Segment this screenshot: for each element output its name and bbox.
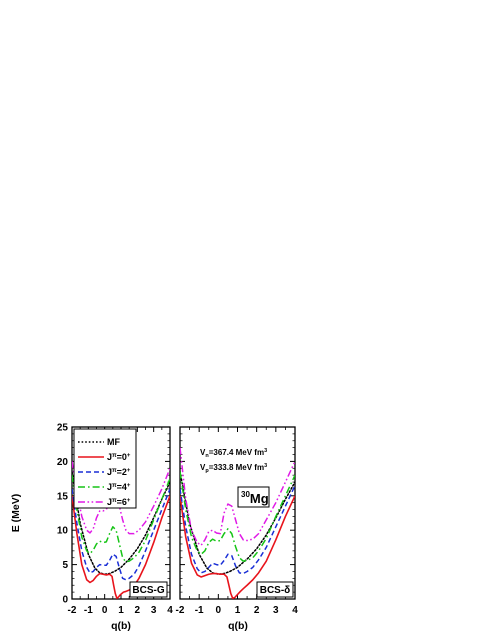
legend-box	[73, 428, 137, 509]
y-axis-title: E (MeV)	[10, 494, 22, 533]
right-x-tick-label: 3	[273, 605, 279, 616]
right-series-j6-line	[180, 447, 295, 547]
right-series-j2-line	[180, 485, 295, 575]
legend-label: MF	[107, 437, 120, 447]
left-series-mf-line	[72, 470, 170, 575]
left-x-tick-label: 4	[167, 605, 173, 616]
left-x-tick-label: 2	[135, 605, 141, 616]
left-method-label: BCS-G	[129, 581, 168, 598]
legend-label: Jπ=4+	[107, 482, 131, 492]
left-y-tick-label: 10	[57, 526, 69, 537]
right-x-tick-label: 0	[216, 605, 222, 616]
left-x-tick-label: 3	[151, 605, 157, 616]
left-series-j4-line	[72, 475, 170, 563]
legend-label: Jπ=6+	[107, 497, 131, 507]
right-x-tick-label: 4	[292, 605, 298, 616]
right-panel-curves	[180, 447, 295, 599]
right-x-tick-label: -1	[195, 605, 204, 616]
left-y-tick-label: 0	[62, 595, 68, 606]
right-x-tick-label: 1	[235, 605, 241, 616]
nucleus-label: 30Mg	[237, 486, 270, 508]
vp-annotation: Vp=333.8 MeV fm3	[200, 463, 267, 474]
left-series-j2-line	[72, 488, 170, 581]
right-method-text: BCS-δ	[260, 585, 291, 596]
left-x-tick-label: -2	[68, 605, 77, 616]
left-x-tick-label: 0	[102, 605, 108, 616]
right-x-tick-label: 2	[254, 605, 260, 616]
left-x-axis-title: q(b)	[111, 620, 131, 632]
right-series-j0-line	[180, 495, 295, 599]
svg-text:30Mg: 30Mg	[241, 490, 269, 506]
vn-annotation: Vn=367.4 MeV fm3	[200, 448, 267, 459]
left-x-tick-label: 1	[118, 605, 124, 616]
right-series-j4-line	[180, 471, 295, 562]
left-y-tick-label: 20	[57, 457, 69, 468]
left-series-j0-line	[72, 495, 170, 599]
left-x-tick-label: -1	[84, 605, 93, 616]
right-x-tick-label: -2	[176, 605, 185, 616]
nucleus-symbol: Mg	[250, 491, 269, 506]
left-y-tick-label: 15	[57, 491, 69, 502]
nucleus-mass-number: 30	[241, 490, 250, 499]
legend: MF Jπ=0+ Jπ=2+ Jπ=4+ Jπ=6+	[73, 428, 137, 509]
left-y-tick-label: 25	[57, 423, 69, 434]
right-x-axis-title: q(b)	[228, 620, 248, 632]
left-method-text: BCS-G	[132, 585, 164, 596]
left-y-tick-label: 5	[62, 560, 68, 571]
legend-label: Jπ=0+	[107, 452, 131, 462]
right-method-label: BCS-δ	[256, 581, 294, 598]
legend-label: Jπ=2+	[107, 467, 131, 477]
